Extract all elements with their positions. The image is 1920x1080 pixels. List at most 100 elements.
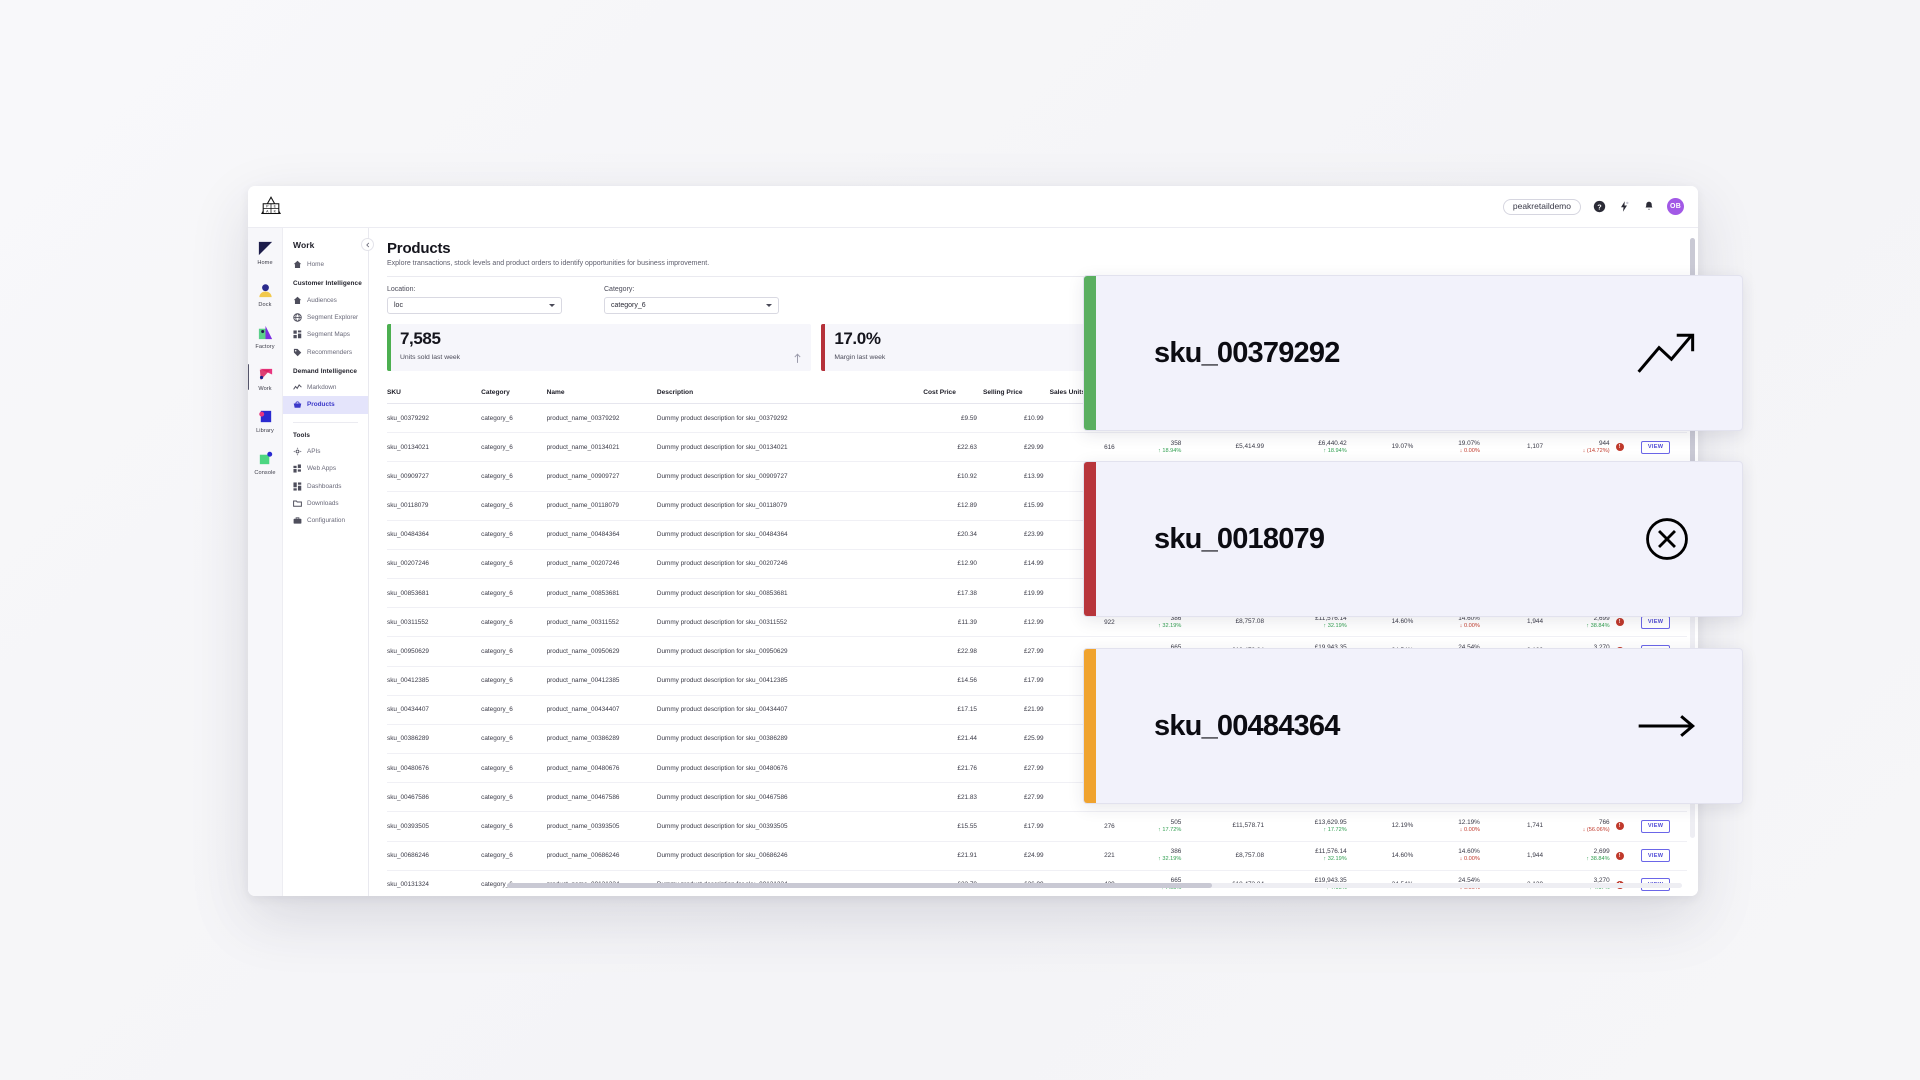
rail-item-work[interactable]: Work <box>248 364 282 392</box>
cell-description: Dummy product description for sku_003792… <box>656 403 924 434</box>
globe-icon <box>293 313 302 322</box>
cell-sku: sku_00853681 <box>387 578 482 609</box>
scroll-thumb[interactable] <box>507 883 1212 888</box>
svg-text:K: K <box>274 209 277 213</box>
cell-description: Dummy product description for sku_009097… <box>656 461 924 492</box>
location-value: loc <box>394 302 403 309</box>
cell-sku: sku_00950629 <box>387 636 482 667</box>
table-row[interactable]: sku_00134021 category_6 product_name_00134… <box>387 432 1687 463</box>
category-select[interactable]: category_6 <box>604 297 779 314</box>
kpi-caption: Margin last week <box>834 353 886 361</box>
cell-category: category_6 <box>481 432 547 463</box>
cell-sku: sku_00909727 <box>387 461 482 492</box>
table-row[interactable]: sku_00311552 category_6 product_name_00311… <box>387 607 1687 638</box>
cell-name: product_name_00853681 <box>546 578 657 609</box>
overlay-card-sku-1[interactable]: sku_00379292 <box>1083 275 1743 431</box>
peak-logo-icon[interactable]: P E A K <box>258 195 284 219</box>
nav-item-web-apps[interactable]: Web Apps <box>283 460 368 477</box>
cell-sales-units-ly: 221 <box>1049 841 1121 871</box>
page-title: Products <box>387 240 451 257</box>
col-category[interactable]: Category <box>481 382 547 404</box>
nav-item-markdown[interactable]: Markdown <box>283 379 368 396</box>
nav-item-segment-maps[interactable]: Segment Maps <box>283 326 368 343</box>
category-value: category_6 <box>611 302 646 309</box>
rail-item-home[interactable]: Home <box>248 240 282 266</box>
nav-item-audiences[interactable]: Audiences <box>283 291 368 308</box>
cell-name: product_name_00379292 <box>546 403 657 434</box>
view-button[interactable]: VIEW <box>1640 820 1671 833</box>
cell-margin-ly: 12.19% <box>1352 811 1420 842</box>
nav-item-apis[interactable]: APIs <box>283 443 368 460</box>
kpi-caption: Units sold last week <box>400 353 461 361</box>
col-sku[interactable]: SKU <box>387 382 482 404</box>
cell-sales-value-ly: £8,757.08 <box>1187 841 1271 871</box>
nav-item-segment-explorer[interactable]: Segment Explorer <box>283 309 368 326</box>
nav-label: Dashboards <box>307 482 342 490</box>
nav-label: Markdown <box>307 384 337 392</box>
cell-name: product_name_00467586 <box>546 782 657 813</box>
nav-label: Configuration <box>307 517 346 525</box>
cell-category: category_6 <box>481 461 547 492</box>
cell-selling-price: £14.99 <box>982 549 1050 580</box>
overlay-accent-bar <box>1084 649 1096 803</box>
view-button[interactable]: VIEW <box>1640 615 1671 629</box>
col-selling-price[interactable]: Selling Price <box>982 382 1050 404</box>
products-table: SKU Category Name Description Cost Price… <box>387 382 1687 896</box>
cell-margin-ty: 12.19%↓ 0.00% <box>1419 811 1486 842</box>
nav-item-recommenders[interactable]: Recommenders <box>283 344 368 361</box>
cell-category: category_6 <box>481 607 547 638</box>
cell-selling-price: £24.99 <box>982 841 1050 871</box>
rail-item-library[interactable]: Library <box>248 408 282 434</box>
cell-selling-price: £29.99 <box>982 432 1050 463</box>
avatar[interactable]: OB <box>1667 198 1684 215</box>
right-arrow-icon <box>1636 703 1698 749</box>
cell-sku: sku_00134021 <box>387 432 482 463</box>
nav-item-home[interactable]: Home <box>283 256 368 273</box>
rail-label: Factory <box>255 344 275 350</box>
table-row[interactable]: sku_00393505 category_6 product_name_00393… <box>387 811 1687 842</box>
overlay-accent-bar <box>1084 462 1096 616</box>
col-name[interactable]: Name <box>546 382 657 404</box>
nav-item-dashboards[interactable]: Dashboards <box>283 477 368 494</box>
nav-item-products[interactable]: Products <box>283 396 368 414</box>
tag-icon <box>293 348 302 357</box>
col-description[interactable]: Description <box>656 382 924 404</box>
view-button[interactable]: VIEW <box>1640 440 1671 454</box>
view-button[interactable]: VIEW <box>1640 849 1671 863</box>
nav-label: APIs <box>307 447 321 455</box>
cell-description: Dummy product description for sku_004843… <box>656 520 924 550</box>
nav-label: Products <box>307 401 335 409</box>
overlay-card-sku-3[interactable]: sku_00484364 <box>1083 648 1743 804</box>
cell-selling-price: £27.99 <box>982 636 1050 667</box>
cell-stock-value: 944↓ (14.72%) <box>1549 432 1616 463</box>
location-select[interactable]: loc <box>387 297 562 314</box>
rail-item-factory[interactable]: Factory <box>248 324 282 350</box>
rail-label: Dock <box>258 302 272 308</box>
cell-selling-price: £17.99 <box>982 666 1050 696</box>
col-cost-price[interactable]: Cost Price <box>923 382 983 404</box>
horizontal-scrollbar[interactable] <box>507 883 1682 888</box>
top-bar-actions: peakretaildemo ? OB <box>1502 198 1684 215</box>
collapse-sidebar-button[interactable] <box>361 238 374 251</box>
rail-label: Work <box>258 386 272 392</box>
overlay-card-title: sku_0018079 <box>1154 522 1325 555</box>
dock-person-icon <box>257 282 274 299</box>
bell-icon[interactable] <box>1642 200 1656 214</box>
nav-item-downloads[interactable]: Downloads <box>283 495 368 512</box>
trend-icon <box>293 383 302 392</box>
category-filter: Category: category_6 <box>604 286 779 314</box>
rail-item-dock[interactable]: Dock <box>248 282 282 308</box>
nav-item-configuration[interactable]: Configuration <box>283 512 368 529</box>
cell-name: product_name_00393505 <box>546 811 657 842</box>
help-circle-icon[interactable]: ? <box>1592 200 1606 214</box>
cell-sales-units-ly: 276 <box>1049 811 1121 842</box>
cell-selling-price: £23.99 <box>982 520 1050 550</box>
rail-item-console[interactable]: Console <box>248 450 282 476</box>
page-subtitle: Explore transactions, stock levels and p… <box>387 260 710 267</box>
org-pill[interactable]: peakretaildemo <box>1502 198 1581 215</box>
cell-alert: ! <box>1615 432 1641 463</box>
cell-action: VIEW <box>1640 432 1687 463</box>
overlay-card-sku-2[interactable]: sku_0018079 <box>1083 461 1743 617</box>
bolt-icon[interactable] <box>1617 200 1631 214</box>
table-row[interactable]: sku_00686246 category_6 product_name_00686… <box>387 841 1687 871</box>
